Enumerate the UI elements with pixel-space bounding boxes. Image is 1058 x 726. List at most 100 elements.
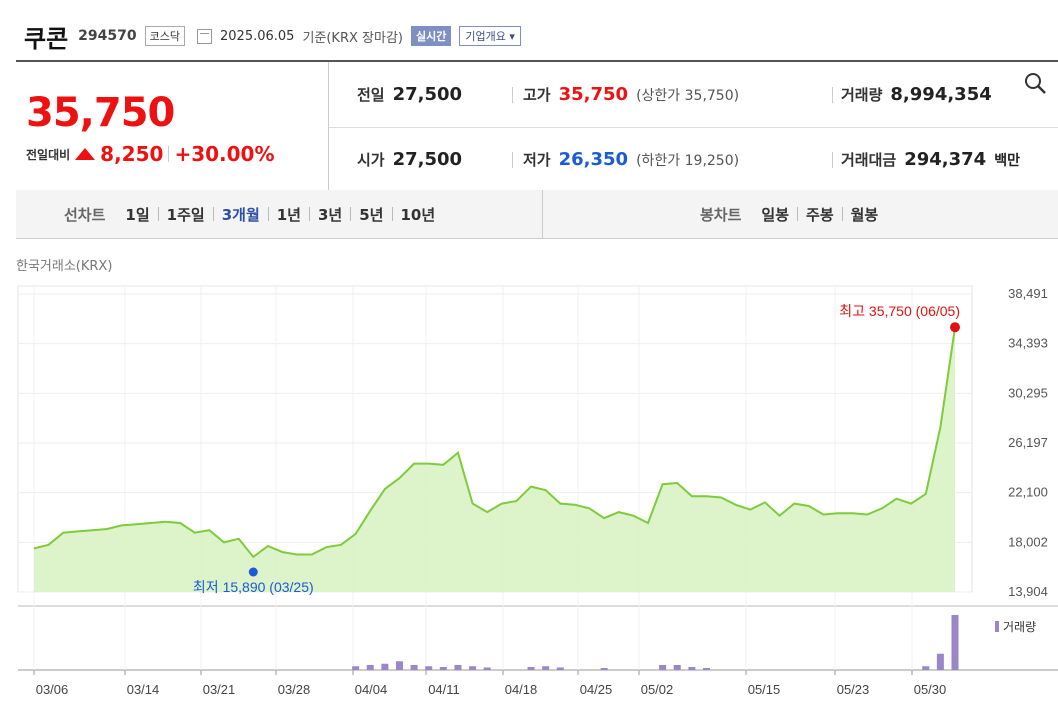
divider (841, 207, 843, 221)
tab-line_periods-4[interactable]: 3년 (318, 205, 343, 224)
current-price: 35,750 (26, 90, 175, 136)
change-amount: 8,250 (100, 142, 164, 166)
y-tick-label: 18,002 (1008, 534, 1048, 549)
quote-summary: 35,750 전일대비 8,250 +30.00% 전일 27,500 고가 3… (16, 60, 1058, 193)
max-label: 최고 35,750 (06/05) (839, 303, 960, 319)
volume-bar (600, 668, 608, 670)
divider (168, 146, 170, 162)
lower-limit: (하한가 19,250) (636, 152, 740, 169)
price-area (34, 327, 955, 592)
realtime-button[interactable]: 실시간 (410, 26, 452, 46)
prev-close-value: 27,500 (392, 84, 463, 105)
volume-bar (366, 665, 374, 670)
low-price: 저가 26,350 (하한가 19,250) (523, 127, 739, 192)
tab-line_periods-5[interactable]: 5년 (359, 205, 384, 224)
divider (542, 190, 543, 238)
divider (350, 207, 352, 221)
volume-value: 8,994,354 (890, 84, 992, 105)
volume-label: 거래량 (841, 86, 883, 104)
x-tick-label: 04/11 (428, 682, 460, 697)
volume-bar (542, 666, 550, 670)
volume-bar (702, 668, 710, 670)
volume-bar (425, 666, 433, 670)
y-tick-label: 38,491 (1008, 286, 1048, 301)
volume-bar (936, 653, 944, 670)
price-change: 전일대비 8,250 +30.00% (26, 142, 275, 166)
price-line (33, 327, 956, 559)
divider (391, 207, 393, 221)
trading-amount: 거래대금 294,374 백만 (841, 127, 1020, 192)
y-tick-label: 30,295 (1008, 385, 1048, 400)
change-percent: +30.00% (174, 142, 275, 166)
upper-limit: (상한가 35,750) (636, 87, 740, 104)
tab-candle_periods-2[interactable]: 월봉 (850, 205, 879, 224)
tab-candle_periods-0[interactable]: 일봉 (761, 205, 790, 224)
divider (512, 152, 513, 168)
x-tick-label: 03/14 (127, 682, 160, 697)
volume-bar (381, 663, 389, 670)
tab-line_periods-1[interactable]: 1주일 (166, 205, 205, 224)
divider (267, 207, 269, 221)
high-value: 35,750 (558, 84, 629, 105)
y-tick-label: 26,197 (1008, 435, 1048, 450)
price-basis: 기준(KRX 장마감) (302, 30, 403, 46)
x-tick-label: 05/15 (748, 682, 781, 697)
x-tick-label: 03/28 (278, 682, 311, 697)
volume: 거래량 8,994,354 (841, 62, 992, 127)
prev-close-label: 전일 (357, 86, 385, 104)
divider (832, 87, 833, 103)
chart-period-tabs: 선차트 1일 1주일 3개월 1년 3년 5년 10년 봉차트 일봉 주봉 월봉 (16, 190, 1058, 239)
prev-close: 전일 27,500 (357, 62, 462, 127)
x-tick-label: 04/25 (580, 682, 613, 697)
volume-bar (439, 667, 447, 670)
max-marker (950, 322, 960, 333)
volume-legend-label: 거래량 (1003, 620, 1036, 634)
high-price: 고가 35,750 (상한가 35,750) (523, 62, 739, 127)
volume-legend-swatch (995, 621, 999, 632)
volume-bar (922, 666, 930, 670)
volume-bar (352, 666, 360, 670)
tab-candle_periods-1[interactable]: 주봉 (806, 205, 834, 224)
open-value: 27,500 (392, 149, 463, 170)
x-tick-label: 05/23 (837, 682, 870, 697)
divider (832, 152, 833, 168)
volume-bar (688, 667, 696, 670)
divider (797, 207, 799, 221)
x-tick-label: 05/02 (641, 682, 674, 697)
market-badge: 코스닥 (144, 26, 185, 46)
candle-chart-tabs: 봉차트 일봉 주봉 월봉 (700, 190, 886, 238)
high-label: 고가 (523, 86, 551, 104)
volume-bar (410, 665, 418, 670)
low-label: 저가 (523, 151, 551, 169)
volume-bar (556, 667, 564, 670)
divider (212, 207, 214, 221)
tab-line_periods-6[interactable]: 10년 (400, 205, 436, 224)
calendar-icon (197, 28, 212, 44)
tab-line_periods-2[interactable]: 3개월 (221, 205, 260, 224)
volume-bar (673, 665, 681, 670)
stock-header: 쿠콘 294570 코스닥 2025.06.05 기준(KRX 장마감) 실시간… (24, 18, 521, 54)
volume-bar (483, 667, 491, 670)
price-date: 2025.06.05 (220, 28, 295, 44)
quote-row: 전일 27,500 고가 35,750 (상한가 35,750) 거래량 8,9… (329, 62, 1058, 128)
data-source: 한국거래소(KRX) (16, 259, 113, 274)
line-chart-label: 선차트 (64, 205, 106, 224)
up-arrow-icon (75, 148, 96, 160)
price-panel: 35,750 전일대비 8,250 +30.00% (16, 62, 329, 192)
amount-label: 거래대금 (841, 151, 897, 169)
x-tick-label: 04/18 (505, 682, 538, 697)
tab-line_periods-0[interactable]: 1일 (125, 205, 150, 224)
company-overview-dropdown[interactable]: 기업개요 ▾ (459, 26, 521, 46)
price-chart: 38,491 34,393 30,295 26,197 22,100 18,002 13,9… (17, 285, 1058, 697)
change-label: 전일대비 (26, 147, 71, 162)
line-chart-tabs: 선차트 1일 1주일 3개월 1년 3년 5년 10년 (64, 190, 443, 238)
volume-bar (951, 615, 959, 670)
tab-line_periods-3[interactable]: 1년 (276, 205, 301, 224)
stock-name: 쿠콘 (24, 24, 69, 53)
x-tick-label: 03/06 (36, 682, 69, 697)
min-marker (248, 567, 258, 577)
search-icon[interactable] (1022, 70, 1048, 96)
y-tick-label: 22,100 (1008, 485, 1048, 500)
x-tick-label: 05/30 (914, 682, 947, 697)
y-tick-label: 13,904 (1008, 584, 1048, 599)
